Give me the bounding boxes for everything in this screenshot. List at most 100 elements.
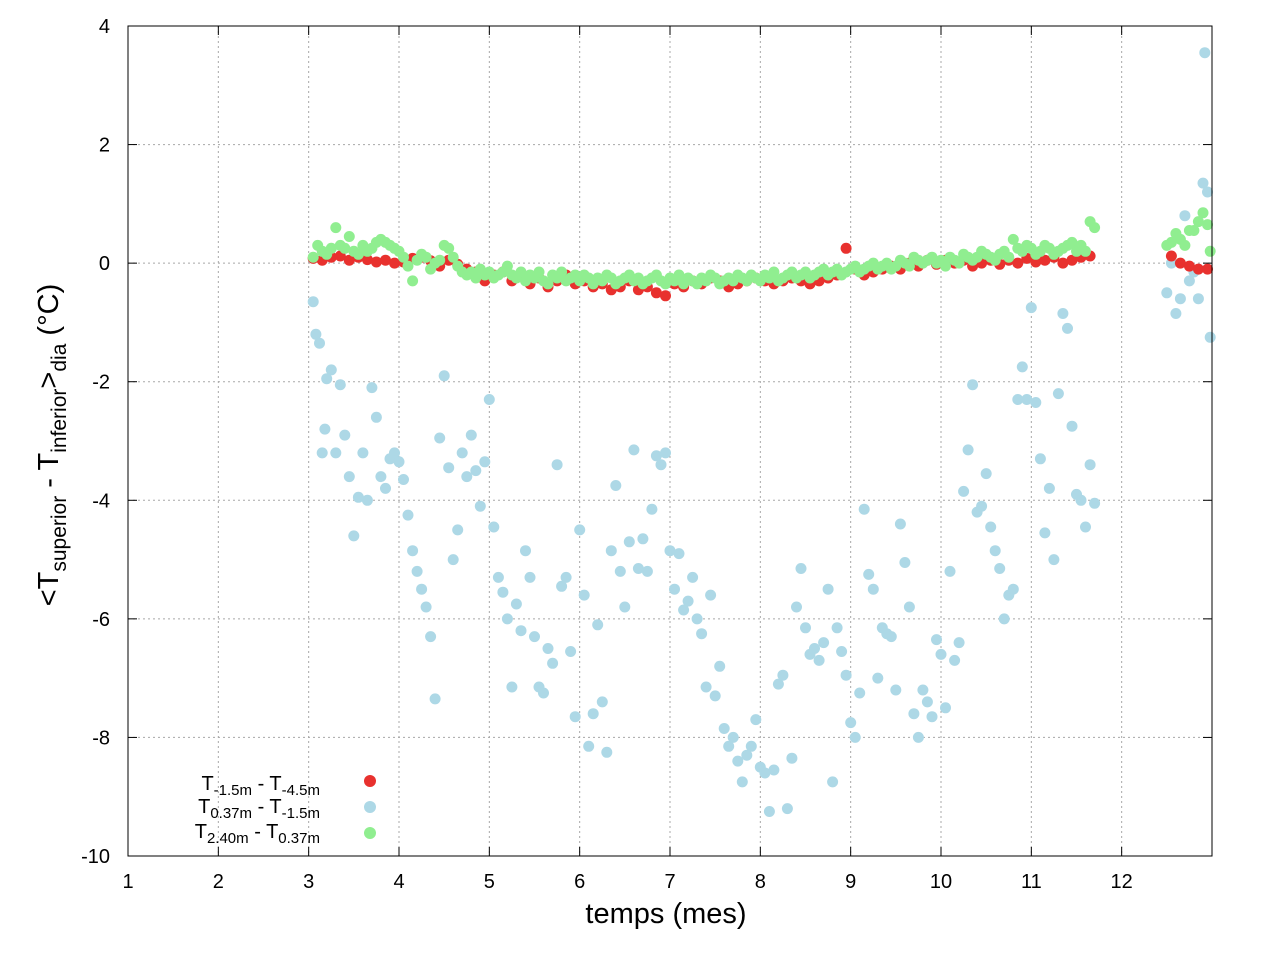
data-point [1021,394,1033,405]
data-points [307,47,1216,817]
data-point [407,545,419,557]
data-point [854,687,866,699]
data-point [1048,554,1060,566]
axis-ticks [127,25,1212,857]
data-point [506,681,518,693]
data-point [583,740,595,752]
data-point [953,257,965,269]
data-point [940,260,951,272]
y-tick-label: -2 [92,372,110,394]
legend: T-1.5m - T-4.5m T0.37m - T-1.5m T2.40m -… [195,773,376,847]
legend-t1: T [195,821,207,843]
data-point [1025,302,1037,314]
x-tick-label: 4 [393,871,404,893]
grid-lines [128,26,1212,856]
data-point [398,474,409,485]
data-point [1039,254,1051,266]
data-point [1183,260,1195,272]
data-point [1174,293,1186,305]
data-point [736,776,748,788]
x-tick-label: 3 [303,871,314,893]
data-point [1007,583,1019,595]
data-point [334,379,346,391]
data-point [1007,233,1019,245]
data-point [759,767,771,779]
legend-marker-blue [364,801,376,813]
data-point [339,242,351,254]
data-point [885,631,897,643]
data-point [985,521,997,533]
data-point [574,524,586,536]
legend-marker-red [364,775,376,787]
data-point [542,643,554,654]
data-point [483,394,495,405]
data-point [325,364,337,376]
y-axis-label-main: <T [33,571,65,606]
data-point [1192,216,1204,228]
data-point [1174,257,1186,269]
legend-s1: -1.5m [214,782,252,799]
data-point [1034,453,1046,465]
data-point [565,646,577,657]
data-point [1052,388,1064,400]
data-point [447,554,459,566]
data-point [650,450,662,462]
data-point [319,423,331,435]
data-point [1179,210,1191,222]
data-point [809,643,820,654]
data-point [822,583,834,595]
data-point [447,251,459,263]
data-point [538,687,549,699]
data-point [845,717,857,729]
y-tick-label: -6 [92,609,110,631]
data-point [429,693,441,705]
data-point [741,749,753,761]
data-point [899,557,911,568]
data-point [863,568,875,580]
data-point [935,648,947,660]
data-point [307,251,319,263]
data-point [452,524,464,536]
legend-entry-red: T-1.5m - T-4.5m [201,773,376,799]
data-point [763,806,775,817]
data-point [818,637,830,649]
data-point [1075,494,1087,506]
data-point [551,459,563,471]
data-point [912,731,924,743]
data-point [470,465,482,477]
data-point [1202,263,1213,275]
data-point [420,601,432,613]
data-point [578,589,590,601]
data-point [560,571,572,583]
data-point [872,672,884,684]
data-point [718,723,730,734]
x-tick-label: 8 [755,871,766,893]
y-axis-label-sub2: inferior [48,389,71,453]
data-point [529,631,540,643]
data-point [840,242,852,254]
data-point [989,545,1001,557]
legend-t2: - T [249,821,279,843]
legend-t1: T [198,796,210,818]
data-point [958,485,970,497]
data-point [361,494,373,506]
data-point [1202,186,1213,198]
data-point [1197,177,1209,189]
legend-s2: 0.37m [278,830,320,847]
data-point [1192,263,1204,275]
data-point [402,509,414,521]
data-point [380,254,391,266]
data-point [745,740,757,752]
data-point [849,731,861,743]
data-point [1204,331,1216,343]
data-point [393,456,405,468]
data-point [443,462,455,474]
data-point [411,565,423,577]
data-point [366,382,378,394]
data-point [438,370,450,382]
data-point [352,491,364,503]
y-tick-label: 2 [99,135,110,157]
data-point [474,500,486,512]
data-point [1197,207,1209,219]
data-point [994,563,1006,574]
